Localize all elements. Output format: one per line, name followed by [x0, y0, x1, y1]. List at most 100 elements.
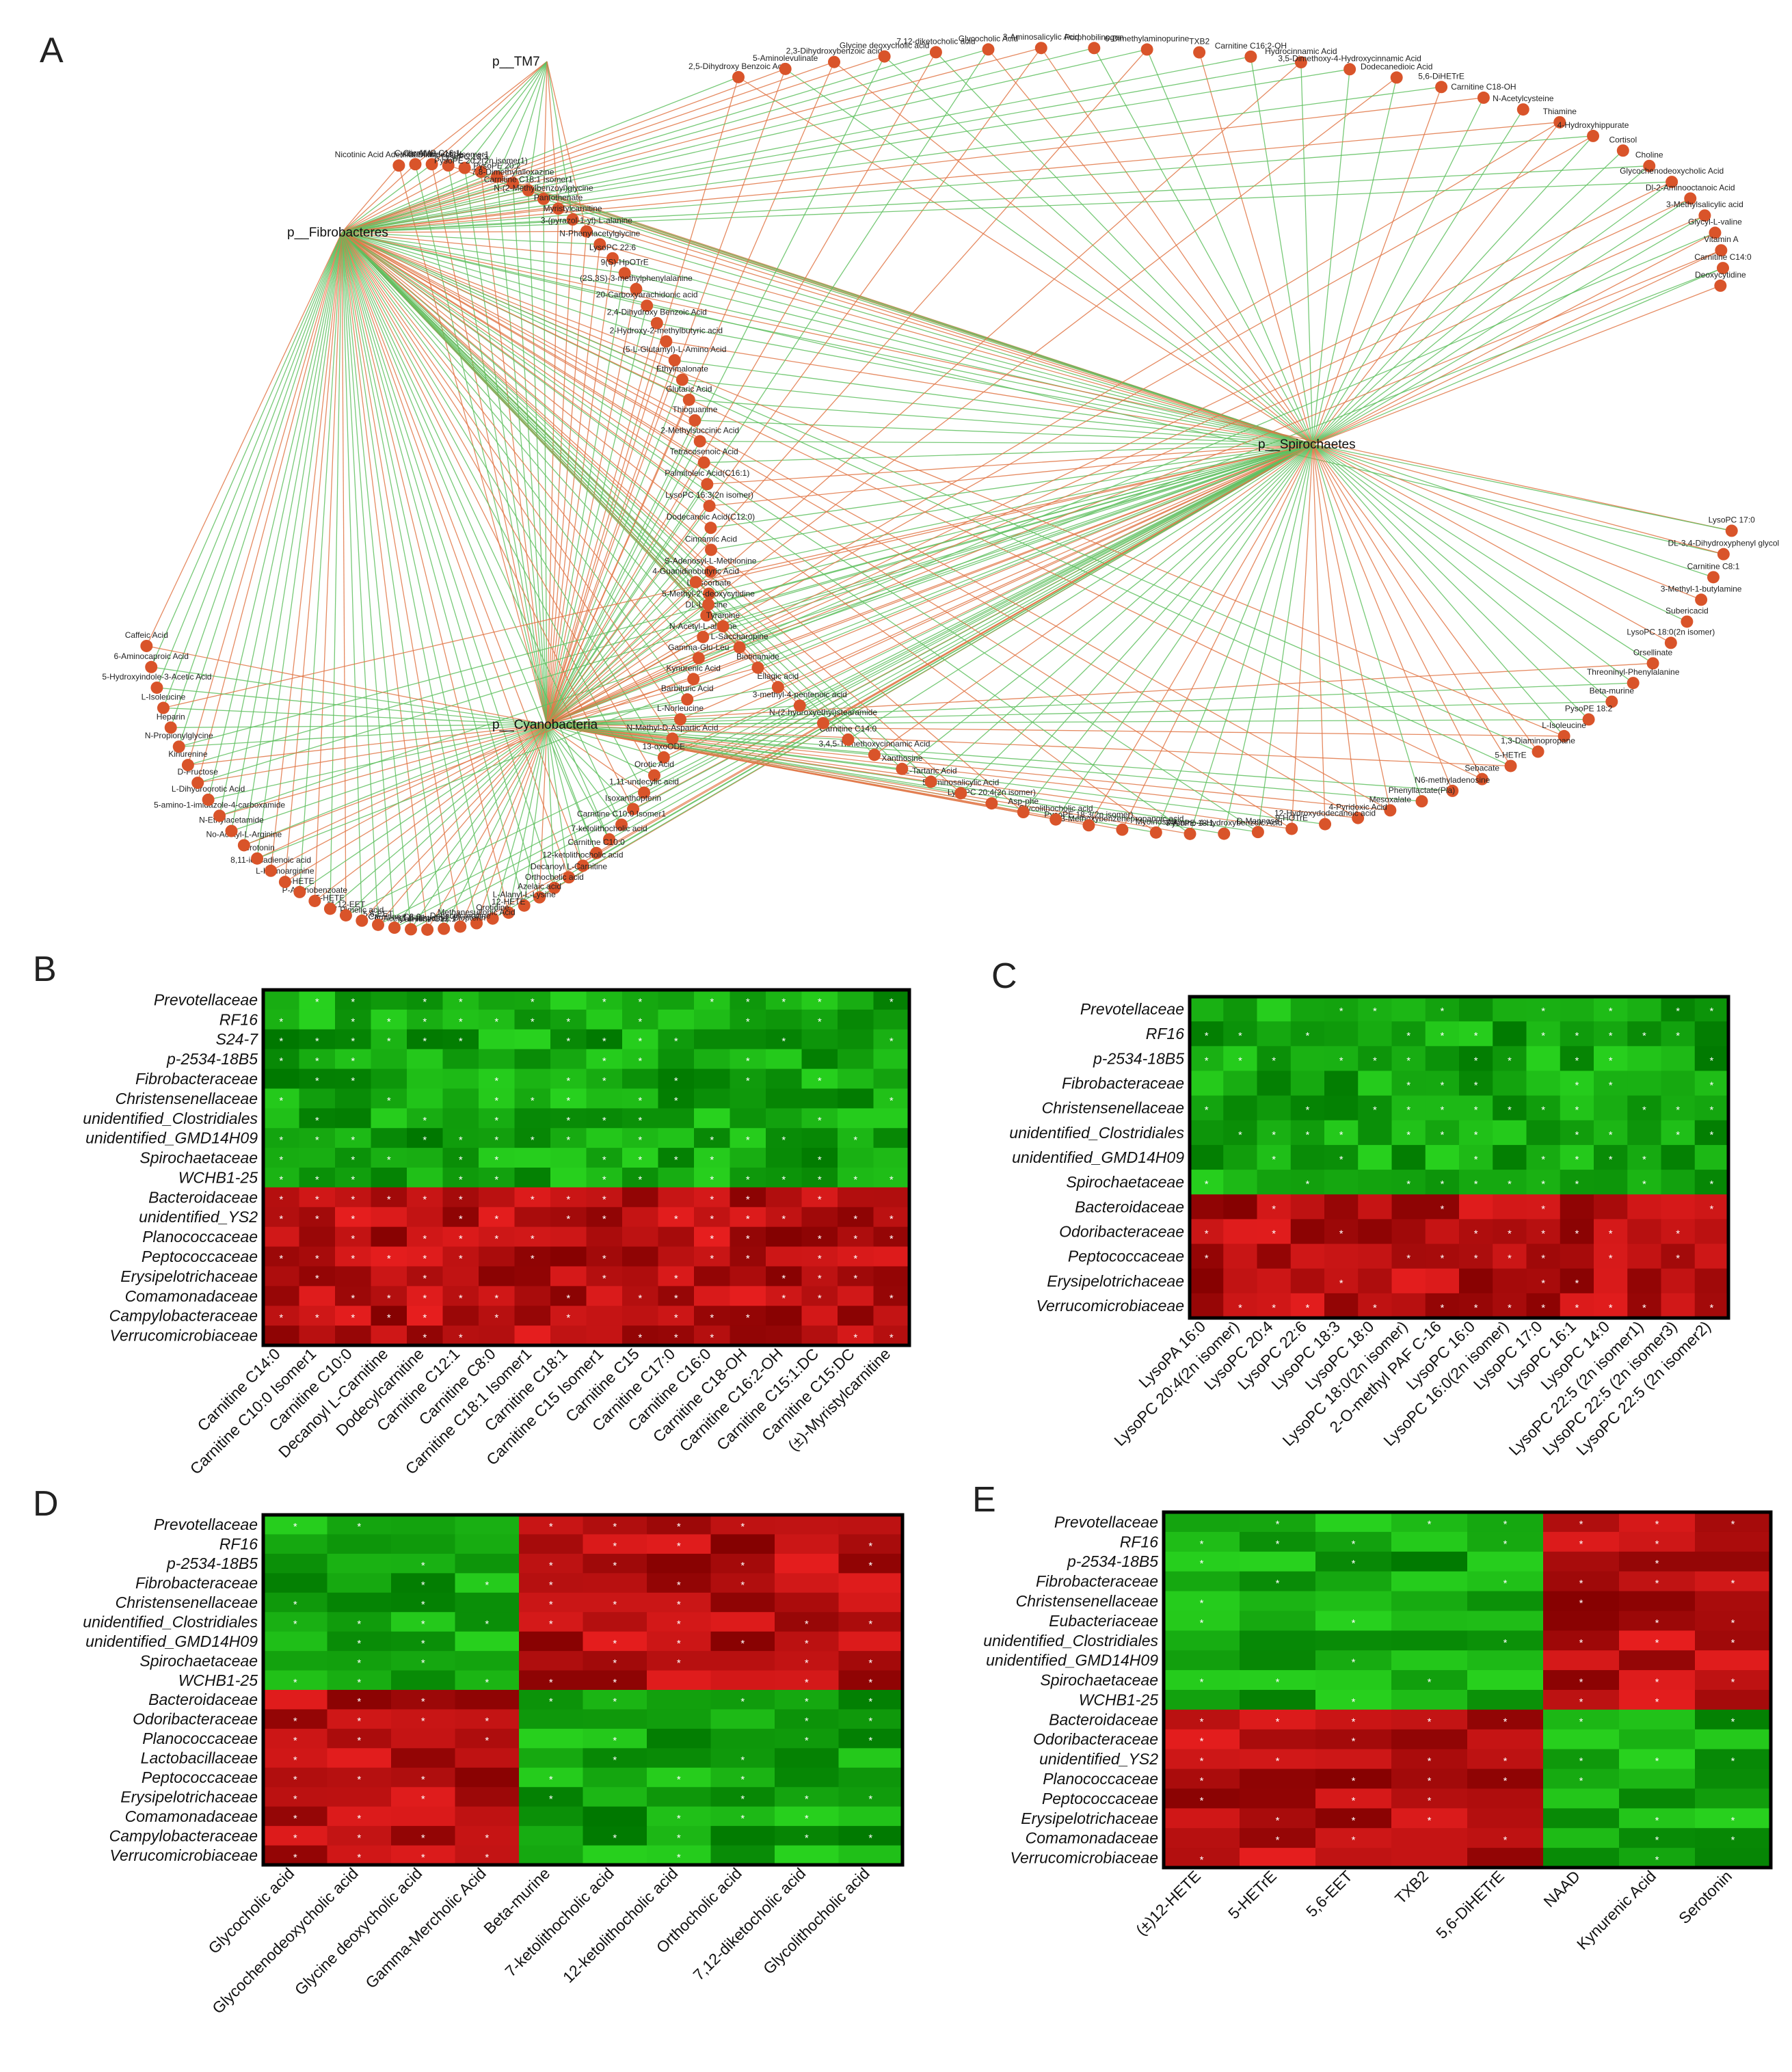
- network-edge: [341, 232, 525, 906]
- network-edge: [1088, 444, 1313, 826]
- heatmap-cell: [1190, 1194, 1224, 1220]
- heatmap-cell: [1190, 997, 1224, 1022]
- heatmap-cell: [1594, 1120, 1628, 1146]
- heatmap-panel-e: * * * * * *Prevotellaceae* * * * * *RF16* * *p-2534-…: [983, 1510, 1773, 1953]
- network-edge: [341, 232, 708, 485]
- significance-star: *: [485, 1735, 489, 1747]
- network-node-label: Nicotinic Acid Adenine Dinucleotide: [335, 150, 464, 159]
- heatmap-cell: [1695, 1650, 1771, 1671]
- network-node-label: Pantothenate: [534, 193, 583, 202]
- significance-star: *: [890, 1036, 894, 1047]
- significance-star: *: [677, 1618, 681, 1630]
- significance-star: *: [1373, 1105, 1377, 1116]
- network-edge: [341, 232, 961, 794]
- heatmap-cell: [1619, 1690, 1696, 1710]
- heatmap-cell: [299, 1226, 336, 1248]
- heatmap-cell: [1290, 1268, 1325, 1294]
- network-edge: [341, 165, 1650, 233]
- heatmap-cell: [391, 1748, 456, 1768]
- network-edge: [341, 232, 362, 921]
- network-node-label: 4-Guanidinobutyric Acid: [652, 567, 739, 576]
- network-node-label: 7,8-dihydro-L-Biopterin: [402, 913, 485, 923]
- network-edge: [546, 724, 555, 888]
- heatmap-cell: [1358, 1293, 1393, 1319]
- heatmap-cell: [694, 1266, 731, 1287]
- heatmap-cell: [1467, 1650, 1544, 1671]
- network-edge: [1312, 444, 1702, 600]
- heatmap-cell: [710, 1534, 775, 1555]
- heatmap-cell: [1391, 1788, 1468, 1809]
- heatmap-cell: [1695, 1729, 1771, 1750]
- significance-star: *: [351, 1075, 355, 1087]
- heatmap-row-label: unidentified_GMD14H09: [1012, 1148, 1184, 1166]
- heatmap-cell: [514, 1049, 551, 1070]
- network-node: [673, 713, 686, 726]
- significance-star: *: [1406, 1129, 1410, 1141]
- significance-star: *: [1352, 1716, 1356, 1727]
- heatmap-cell: [1493, 1120, 1527, 1146]
- network-node-label: 9-HOTrE: [1275, 813, 1308, 822]
- heatmap-cell: [519, 1631, 584, 1652]
- heatmap-cell: [1223, 997, 1258, 1022]
- network-edge: [688, 399, 1313, 445]
- heatmap-cell: [766, 1187, 803, 1208]
- heatmap-cell: [1391, 1690, 1468, 1710]
- heatmap-cell: [299, 1187, 336, 1208]
- network-node-label: Cinnamic Acid: [685, 534, 737, 543]
- heatmap-cell: [838, 1612, 903, 1632]
- network-edge: [341, 232, 723, 627]
- heatmap-cell: [442, 1187, 479, 1208]
- significance-star: *: [1655, 1538, 1659, 1550]
- heatmap-cell: [622, 1088, 659, 1109]
- significance-star: *: [805, 1813, 809, 1825]
- heatmap-cell: [479, 1108, 516, 1129]
- network-edge: [163, 232, 343, 708]
- heatmap-cell: [442, 1207, 479, 1228]
- heatmap-cell: [1543, 1788, 1620, 1809]
- heatmap-cell: [391, 1670, 456, 1691]
- heatmap-cell: [1164, 1709, 1240, 1730]
- heatmap-cell: [550, 1029, 587, 1050]
- significance-star: *: [1200, 1755, 1204, 1767]
- significance-star: *: [1272, 1203, 1276, 1215]
- heatmap-cell: [391, 1515, 456, 1535]
- heatmap-cell: [710, 1806, 775, 1827]
- network-node-label: 5-Aminolevulinate: [753, 53, 818, 63]
- heatmap-row-label: Bacteroidaceae: [1049, 1710, 1158, 1728]
- heatmap-cell: [658, 1187, 695, 1208]
- heatmap-cell: [647, 1651, 712, 1671]
- significance-star: *: [1440, 1006, 1444, 1017]
- heatmap-cell: [694, 1049, 731, 1070]
- heatmap-cell: [622, 1226, 659, 1248]
- significance-star: *: [1609, 1030, 1613, 1042]
- significance-star: *: [357, 1638, 361, 1650]
- significance-star: *: [1709, 1302, 1713, 1314]
- network-node-label: Azelaic acid: [518, 882, 561, 891]
- network-node-label: 9-HETE: [285, 876, 315, 886]
- heatmap-cell: [1459, 997, 1493, 1022]
- significance-star: *: [315, 1213, 319, 1225]
- heatmap-cell: [550, 1088, 587, 1109]
- network-edge: [1312, 135, 1594, 445]
- network-node-label: Kinurenine: [168, 749, 208, 759]
- heatmap-cell: [1164, 1729, 1240, 1750]
- significance-star: *: [1676, 1006, 1680, 1017]
- significance-star: *: [1541, 1253, 1545, 1265]
- significance-star: *: [357, 1813, 361, 1825]
- heatmap-cell: [327, 1573, 392, 1593]
- heatmap-cell: [1661, 1095, 1696, 1121]
- network-edge: [546, 258, 613, 725]
- significance-star: *: [315, 1174, 319, 1185]
- heatmap-cell: [391, 1728, 456, 1749]
- heatmap-cell: [1164, 1551, 1240, 1572]
- significance-star: *: [1272, 1228, 1276, 1239]
- network-edge: [931, 444, 1313, 783]
- significance-star: *: [279, 1016, 283, 1027]
- heatmap-cell: [263, 1207, 300, 1228]
- significance-star: *: [494, 1155, 498, 1166]
- network-node: [702, 598, 715, 611]
- heatmap-cell: [327, 1767, 392, 1788]
- significance-star: *: [1655, 1815, 1659, 1827]
- heatmap-cell: [694, 1088, 731, 1109]
- heatmap-cell: [1627, 1120, 1662, 1146]
